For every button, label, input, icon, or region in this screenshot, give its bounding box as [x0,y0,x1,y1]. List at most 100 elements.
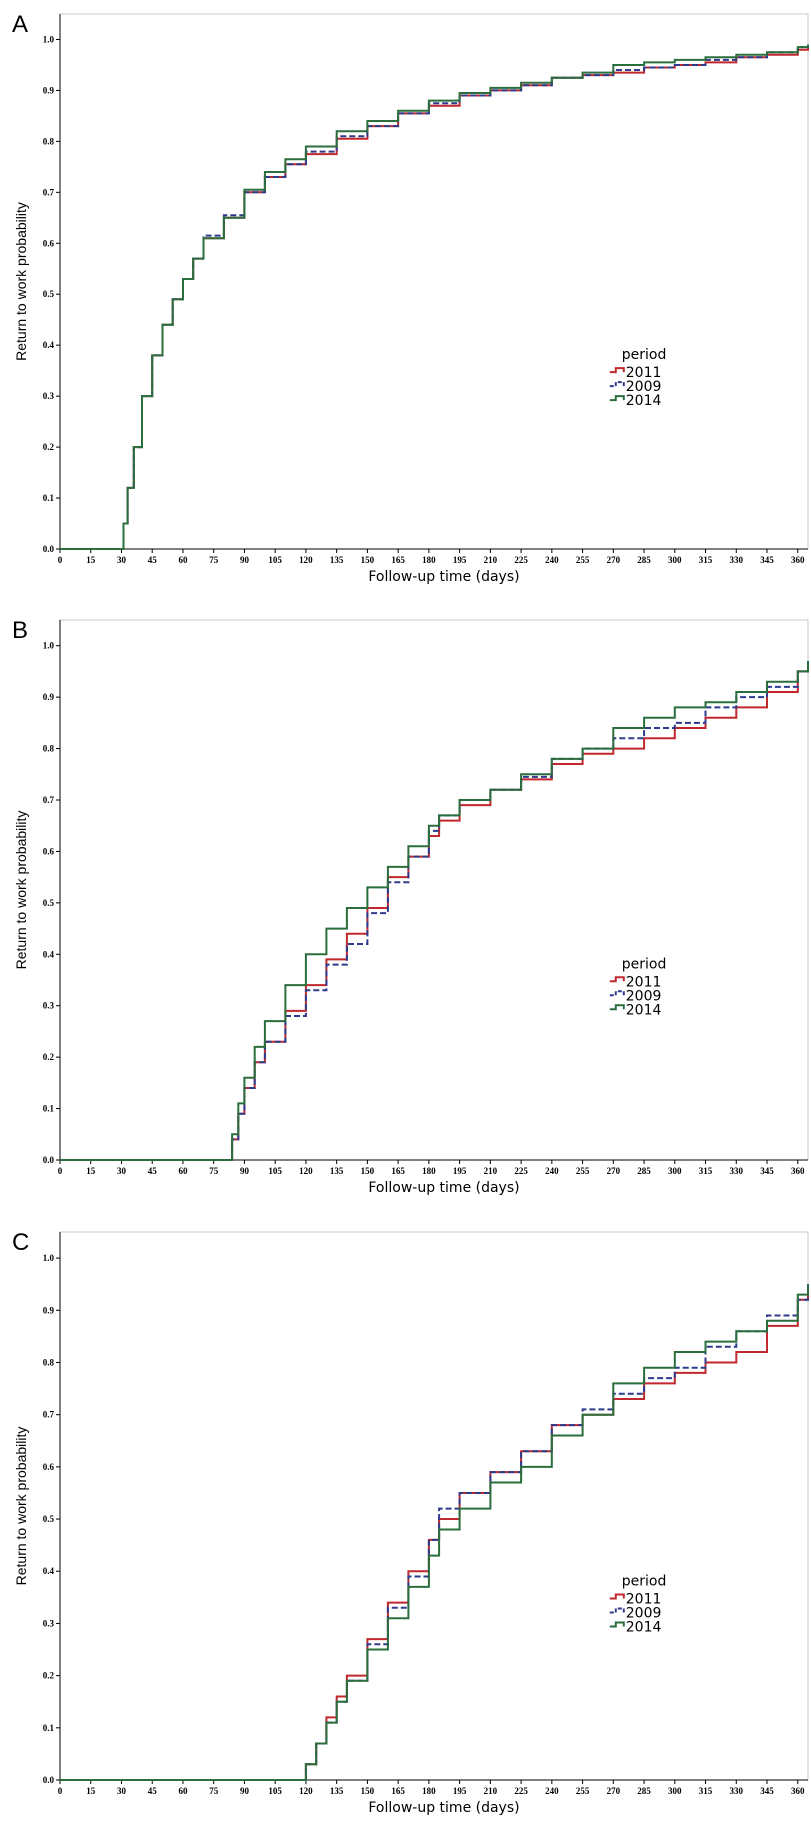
x-tick-label: 300 [668,555,682,565]
x-tick-label: 345 [760,555,774,565]
y-tick-label: 0.1 [43,493,55,503]
plot-frame [59,1231,809,1781]
x-tick-label: 255 [576,1786,590,1796]
x-tick-label: 120 [299,555,313,565]
x-tick-label: 180 [422,1786,436,1796]
legend-label-2009: 2009 [626,988,662,1004]
x-tick-label: 120 [299,1786,313,1796]
x-tick-label: 360 [791,555,805,565]
x-tick-label: 60 [178,555,188,565]
legend-swatch-2014 [609,395,625,402]
x-tick-label: 180 [422,1166,436,1176]
y-tick-label: 0.3 [43,1001,55,1011]
y-tick-label: 1.0 [43,641,55,651]
y-tick-label: 0.7 [43,187,55,197]
x-tick-label: 315 [699,1786,713,1796]
x-tick-label: 345 [760,1166,774,1176]
x-tick-label: 240 [545,555,559,565]
x-tick-label: 195 [453,1166,467,1176]
x-tick-label: 270 [607,1166,621,1176]
x-tick-label: 285 [637,555,651,565]
y-tick-label: 0.6 [43,1462,55,1472]
x-tick-label: 165 [391,1786,405,1796]
x-tick-label: 255 [576,1166,590,1176]
x-tick-label: 105 [268,555,282,565]
x-tick-label: 150 [361,1786,375,1796]
legend-label-2014: 2014 [626,1002,662,1018]
x-tick-label: 0 [58,1786,63,1796]
legend-swatch-2009 [609,1607,625,1614]
series-line-2014 [60,661,809,1161]
y-tick-label: 0.2 [43,1671,55,1681]
x-tick-label: 150 [361,1166,375,1176]
x-tick-label: 360 [791,1786,805,1796]
legend-swatch-2009 [609,381,625,388]
x-tick-label: 135 [330,555,344,565]
series-line-2014 [60,44,809,550]
x-tick-label: 0 [58,555,63,565]
x-tick-label: 75 [209,1786,219,1796]
y-tick-label: 0.7 [43,1410,55,1420]
x-tick-label: 300 [668,1166,682,1176]
x-tick-label: 225 [514,1786,528,1796]
x-tick-label: 45 [148,1786,158,1796]
x-tick-label: 15 [86,555,96,565]
y-tick-label: 0.8 [43,744,55,754]
x-tick-label: 330 [730,1166,744,1176]
x-tick-label: 270 [607,1786,621,1796]
x-axis-label: Follow-up time (days) [368,1180,519,1196]
y-tick-label: 0.1 [43,1104,55,1114]
y-tick-label: 0.3 [43,1618,55,1628]
legend-swatch-2014 [609,1004,625,1011]
x-tick-label: 330 [730,1786,744,1796]
y-tick-label: 0.8 [43,1357,55,1367]
legend-label-2011: 2011 [626,1591,662,1607]
y-tick-label: 0.6 [43,238,55,248]
x-tick-label: 345 [760,1786,774,1796]
y-axis-label: Return to work probability [13,1427,29,1586]
y-axis-label: Return to work probability [13,202,29,361]
x-tick-label: 90 [240,1786,250,1796]
x-tick-label: 30 [117,555,127,565]
legend-label-2011: 2011 [626,365,662,381]
y-tick-label: 0.3 [43,391,55,401]
legend-swatch-2011 [609,1593,625,1600]
x-tick-label: 330 [730,555,744,565]
y-tick-label: 0.9 [43,85,55,95]
series-line-2014 [60,1284,809,1781]
x-tick-label: 105 [268,1786,282,1796]
y-tick-label: 0.5 [43,289,55,299]
x-tick-label: 195 [453,555,467,565]
plot-frame [59,619,809,1161]
y-tick-label: 0.4 [43,1566,55,1576]
x-tick-label: 300 [668,1786,682,1796]
series-line-2011 [60,661,809,1161]
x-tick-label: 135 [330,1166,344,1176]
x-tick-label: 60 [178,1786,188,1796]
x-tick-label: 210 [484,555,498,565]
x-tick-label: 45 [148,555,158,565]
x-tick-label: 90 [240,1166,250,1176]
x-tick-label: 240 [545,1166,559,1176]
panel-letter: C [12,1229,29,1256]
x-tick-label: 75 [209,555,219,565]
x-tick-label: 75 [209,1166,219,1176]
x-tick-label: 270 [607,555,621,565]
y-tick-label: 0.5 [43,1514,55,1524]
x-tick-label: 315 [699,1166,713,1176]
x-tick-label: 0 [58,1166,63,1176]
y-tick-label: 0.4 [43,340,55,350]
x-tick-label: 225 [514,555,528,565]
x-tick-label: 285 [637,1166,651,1176]
x-tick-label: 180 [422,555,436,565]
legend-label-2009: 2009 [626,1605,662,1621]
series-line-2009 [60,1284,809,1781]
chart-panel-c: C 0.0 0.1 0.2 0.3 0.4 0.5 0.6 0.7 0.8 0.9 1.0 0 15 30 4… [12,1229,809,1816]
x-tick-label: 210 [484,1166,498,1176]
y-tick-label: 0.2 [43,442,55,452]
x-tick-label: 255 [576,555,590,565]
x-tick-label: 15 [86,1166,96,1176]
y-tick-label: 0.5 [43,898,55,908]
legend-swatch-2011 [609,976,625,983]
y-tick-label: 0.2 [43,1052,55,1062]
